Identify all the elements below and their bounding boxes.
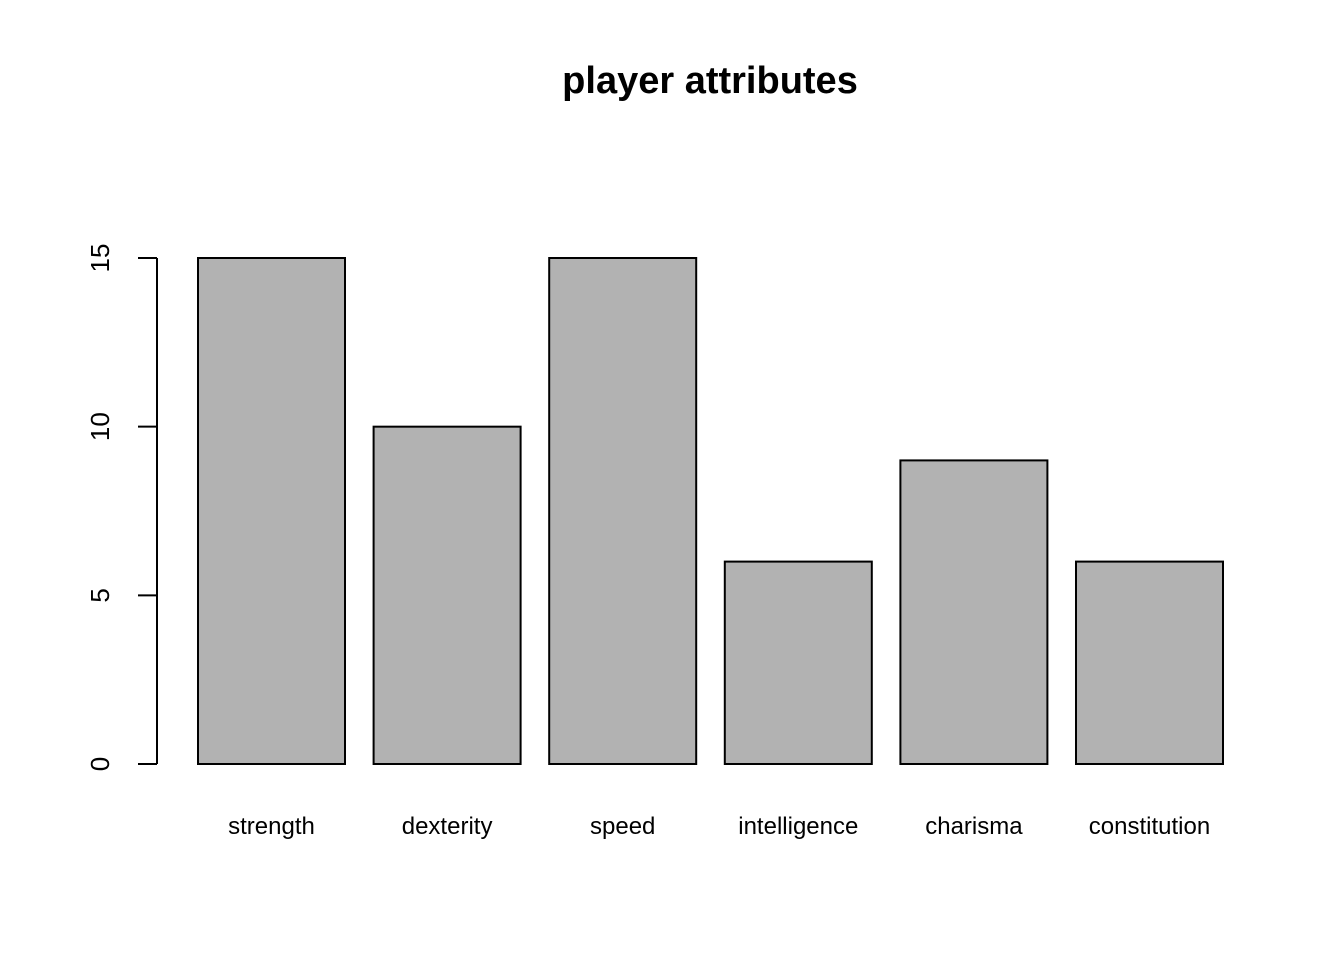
x-axis-labels: strength dexterity speed intelligence charis… [228,813,1210,840]
bar-intelligence [723,560,873,765]
x-tick-label-intelligence: intelligence [738,813,858,840]
y-tick-label-10: 10 [85,412,115,441]
x-tick-label-dexterity: dexterity [402,813,493,840]
bar-strength [197,257,346,765]
y-tick-label-5: 5 [85,588,115,602]
bar-speed [548,257,698,765]
y-tick-label-15: 15 [85,244,115,273]
bar-constitution [1075,560,1224,765]
y-tick-label-0: 0 [85,757,115,771]
x-tick-label-strength: strength [228,813,315,840]
bar-charisma [899,459,1049,765]
x-tick-label-speed: speed [590,813,655,840]
y-axis: 0 5 10 15 [85,244,158,771]
x-tick-label-charisma: charisma [925,813,1023,840]
chart-title: player attributes [562,60,858,102]
x-tick-label-constitution: constitution [1089,813,1210,840]
bar-dexterity [372,425,522,765]
bars-group [197,257,1224,765]
